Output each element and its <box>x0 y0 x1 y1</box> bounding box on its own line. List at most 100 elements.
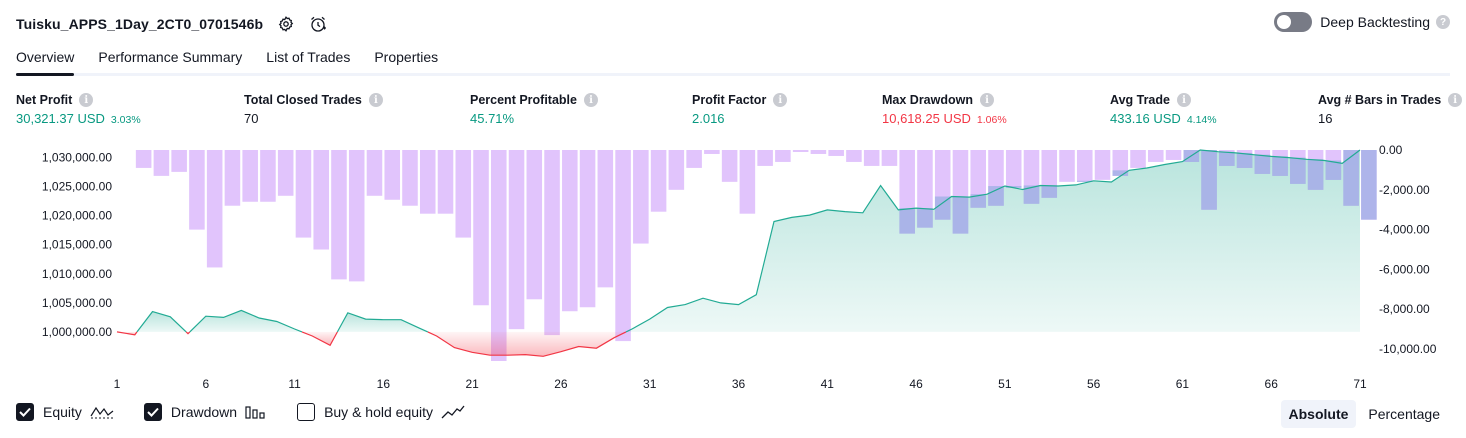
help-icon[interactable]: ? <box>1436 15 1450 29</box>
x-axis-tick: 41 <box>821 377 835 391</box>
right-axis-tick: 0.00 <box>1379 143 1403 157</box>
avg-trade-value: 433.16 USD <box>1110 111 1181 126</box>
info-icon[interactable]: i <box>79 93 94 107</box>
left-axis-tick: 1,010,000.00 <box>42 267 112 281</box>
legend-drawdown[interactable]: Drawdown <box>143 403 267 421</box>
right-axis-tick: -4,000.00 <box>1379 223 1430 237</box>
percent-profitable-value: 45.71% <box>470 111 515 126</box>
drawdown-bar <box>331 150 347 280</box>
buy-hold-line-icon <box>441 404 465 420</box>
drawdown-bar <box>775 150 791 162</box>
equity-checkbox[interactable] <box>16 403 34 421</box>
info-icon[interactable]: i <box>980 93 994 107</box>
info-icon[interactable]: i <box>1176 93 1191 107</box>
drawdown-overlap-bar <box>934 196 951 220</box>
tab-overview[interactable]: Overview <box>16 46 75 76</box>
tab-properties[interactable]: Properties <box>374 49 439 65</box>
mode-percentage-button[interactable]: Percentage <box>1368 406 1440 422</box>
drawdown-checkbox[interactable] <box>143 403 162 421</box>
drawdown-bar <box>597 150 614 288</box>
drawdown-bar <box>1059 150 1075 182</box>
equity-drawdown-chart[interactable]: 1,030,000.00 1,025,000.00 1,020,000.00 1,01… <box>0 140 1466 398</box>
info-icon[interactable]: i <box>368 93 383 107</box>
drawdown-overlap-bar <box>1343 150 1359 206</box>
x-axis: 1 6 11 16 21 26 31 36 41 46 51 56 61 66 71 <box>114 377 1367 391</box>
left-axis-tick: 1,025,000.00 <box>42 180 112 194</box>
info-icon[interactable]: i <box>583 93 598 107</box>
drawdown-overlap-bar <box>1041 185 1058 198</box>
total-closed-trades-value: 70 <box>244 111 259 126</box>
drawdown-bar <box>650 150 667 212</box>
drawdown-bar <box>704 150 720 154</box>
alarm-clock-icon[interactable] <box>307 13 329 35</box>
net-profit-value: 30,321.37 USD <box>16 111 105 126</box>
x-axis-tick: 46 <box>909 377 923 391</box>
mode-absolute-button[interactable]: Absolute <box>1280 400 1357 428</box>
legend-buy-hold[interactable]: Buy & hold equity <box>297 403 465 421</box>
drawdown-bar <box>206 150 223 268</box>
buy-hold-checkbox[interactable] <box>297 403 316 421</box>
drawdown-bar <box>579 150 596 308</box>
legend-equity[interactable]: Equity <box>16 403 114 421</box>
left-axis-tick: 1,030,000.00 <box>42 151 112 165</box>
metric-percent-profitable: Percent Profitable i 45.71% <box>470 93 598 126</box>
drawdown-bar <box>1076 150 1093 182</box>
left-axis-tick: 1,005,000.00 <box>42 296 112 310</box>
net-profit-percent: 3.03% <box>110 114 141 126</box>
chart-legend: Equity Drawdown Buy & hold equity <box>16 403 495 421</box>
drawdown-bar <box>402 150 418 206</box>
drawdown-bar <box>384 150 401 200</box>
max-drawdown-label: Max Drawdown <box>882 93 973 107</box>
drawdown-bar <box>455 150 472 238</box>
deep-backtesting-label: Deep Backtesting <box>1320 14 1430 30</box>
avg-trade-percent: 4.14% <box>1186 114 1217 126</box>
total-closed-trades-label: Total Closed Trades <box>244 93 362 107</box>
drawdown-overlap-bar <box>1076 180 1093 182</box>
equity-gain-fill <box>626 150 1360 332</box>
legend-equity-label: Equity <box>43 404 82 420</box>
max-drawdown-percent: 1.06% <box>976 114 1007 126</box>
deep-backtesting-toggle[interactable] <box>1274 12 1313 32</box>
equity-gain-line <box>336 312 429 333</box>
drawdown-bar <box>828 150 844 156</box>
drawdown-bar <box>224 150 241 206</box>
info-icon[interactable]: i <box>773 93 788 107</box>
x-axis-tick: 36 <box>732 377 746 391</box>
legend-buy-hold-label: Buy & hold equity <box>324 404 434 420</box>
metric-profit-factor: Profit Factor i 2.016 <box>692 93 788 126</box>
drawdown-bar <box>739 150 756 214</box>
x-axis-tick: 11 <box>288 377 301 391</box>
drawdown-overlap-bars <box>899 150 1377 234</box>
metric-max-drawdown: Max Drawdown i 10,618.25 USD 1.06% <box>882 93 1007 126</box>
tab-performance-summary[interactable]: Performance Summary <box>98 49 243 65</box>
x-axis-tick: 16 <box>377 377 391 391</box>
drawdown-bar <box>757 150 773 166</box>
drawdown-bar <box>260 150 276 202</box>
drawdown-overlap-bar <box>1219 151 1235 166</box>
gear-icon[interactable] <box>275 13 297 35</box>
right-axis-tick: -8,000.00 <box>1379 302 1430 316</box>
drawdown-bar <box>153 150 170 176</box>
drawdown-bar <box>615 150 631 342</box>
left-axis: 1,030,000.00 1,025,000.00 1,020,000.00 1,01… <box>42 151 112 339</box>
equity-loss-line <box>301 331 338 347</box>
left-axis-tick: 1,015,000.00 <box>42 238 112 252</box>
drawdown-overlap-bar <box>1290 157 1306 184</box>
percent-profitable-label: Percent Profitable <box>470 93 577 107</box>
strategy-header: Tuisku_APPS_1Day_2CT0_0701546b <box>16 10 329 38</box>
strategy-title: Tuisku_APPS_1Day_2CT0_0701546b <box>16 16 264 32</box>
info-icon[interactable]: i <box>1448 93 1463 107</box>
equity-gain-line <box>136 310 187 333</box>
x-axis-tick: 6 <box>202 377 209 391</box>
tab-list-of-trades[interactable]: List of Trades <box>266 49 351 65</box>
drawdown-bar <box>189 150 205 230</box>
drawdown-overlap-bar <box>1325 160 1342 180</box>
equity-loss-line <box>427 331 627 357</box>
drawdown-bar <box>473 150 489 306</box>
drawdown-bar <box>1130 150 1146 168</box>
drawdown-bar <box>135 150 152 168</box>
drawdown-overlap-bar <box>1023 185 1040 204</box>
metric-net-profit: Net Profit i 30,321.37 USD 3.03% <box>16 93 141 126</box>
x-axis-tick: 66 <box>1265 377 1279 391</box>
drawdown-overlap-bar <box>1005 186 1022 188</box>
